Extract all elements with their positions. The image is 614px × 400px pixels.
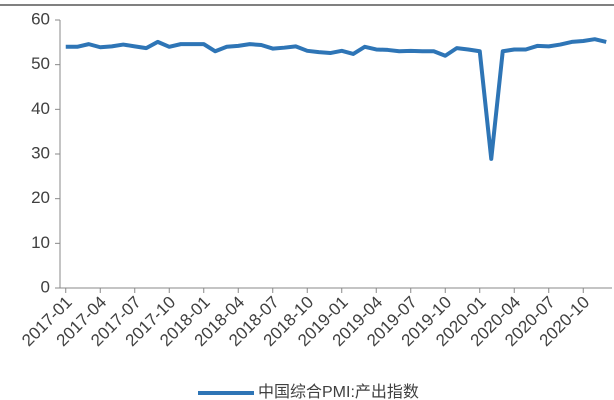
data-line bbox=[65, 37, 607, 161]
y-tick-label: 20 bbox=[31, 188, 50, 207]
y-tick-label: 50 bbox=[31, 54, 50, 73]
y-tick-label: 60 bbox=[31, 9, 50, 28]
y-tick-label: 0 bbox=[41, 277, 50, 296]
y-tick-label: 10 bbox=[31, 233, 50, 252]
y-tick-label: 30 bbox=[31, 143, 50, 162]
legend-label: 中国综合PMI:产出指数 bbox=[258, 383, 419, 400]
y-tick-label: 40 bbox=[31, 99, 50, 118]
